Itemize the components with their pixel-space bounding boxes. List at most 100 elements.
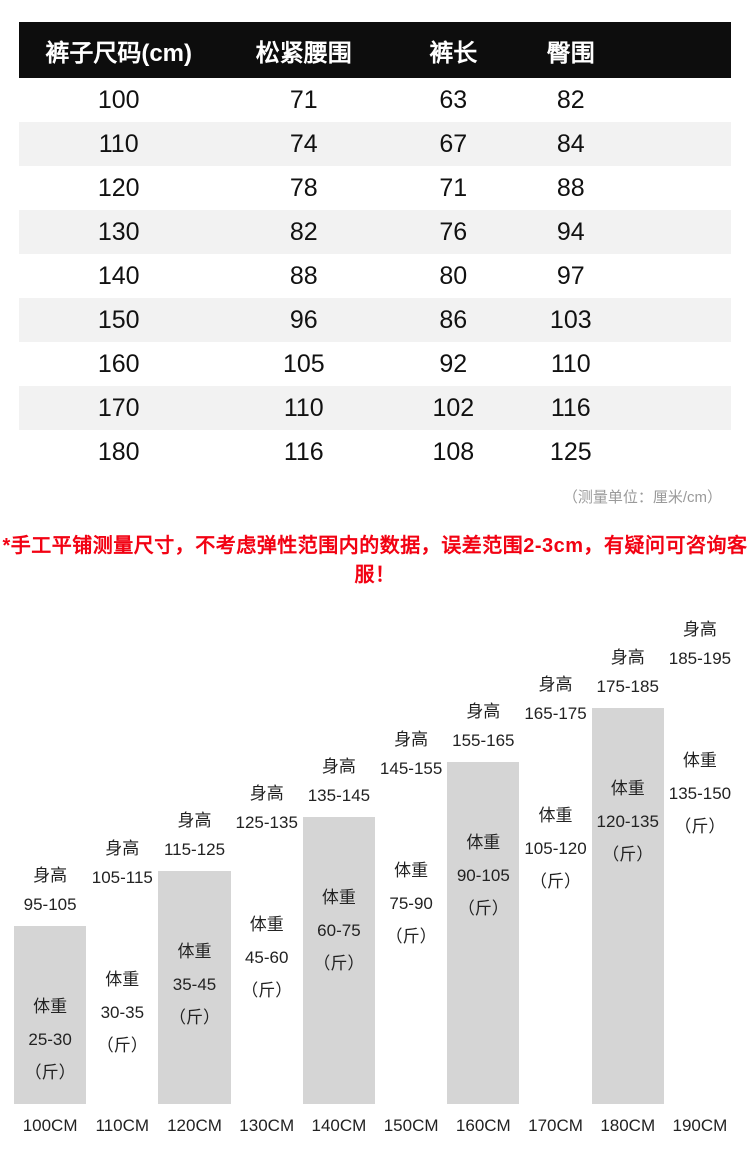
weight-range: 75-90 xyxy=(389,894,433,913)
spacer-cell xyxy=(624,122,731,166)
cell-length: 71 xyxy=(439,173,468,202)
table-row: 160 105 92 110 xyxy=(19,342,731,386)
cell-waist: 88 xyxy=(289,261,318,290)
spacer-cell xyxy=(624,298,731,342)
cell-waist: 105 xyxy=(282,349,325,378)
axis-label: 110CM xyxy=(95,1116,150,1135)
height-caption: 身高 xyxy=(466,702,501,721)
height-range: 185-195 xyxy=(668,649,732,668)
spacer-cell xyxy=(624,210,731,254)
table-row: 170 110 102 116 xyxy=(19,386,731,430)
weight-caption: 体重 xyxy=(466,833,501,852)
col-header-hip: 臀围 xyxy=(517,22,625,78)
height-label: 身高 145-155 xyxy=(380,725,442,783)
spacer-cell xyxy=(624,166,731,210)
weight-unit: （斤） xyxy=(24,1063,76,1082)
weight-unit: （斤） xyxy=(674,817,726,836)
table-row: 100 71 63 82 xyxy=(19,78,731,122)
height-caption: 身高 xyxy=(177,811,212,830)
col-header-spacer xyxy=(624,22,731,78)
axis-label: 160CM xyxy=(455,1116,511,1135)
weight-range: 120-135 xyxy=(596,812,659,831)
cell-size: 150 xyxy=(97,305,140,334)
height-range: 115-125 xyxy=(163,840,226,859)
cell-waist: 110 xyxy=(283,393,324,422)
weight-caption: 体重 xyxy=(682,751,717,770)
axis-label: 170CM xyxy=(528,1116,583,1135)
axis-label: 120CM xyxy=(167,1116,222,1135)
weight-range: 45-60 xyxy=(244,948,289,967)
axis-label: 180CM xyxy=(600,1116,656,1135)
chart-column-170cm: 身高 165-175 体重 105-120 （斤） 170CM xyxy=(519,670,591,1144)
height-range: 165-175 xyxy=(524,704,587,723)
warning-text: *手工平铺测量尺寸，不考虑弹性范围内的数据，误差范围2-3cm，有疑问可咨询客服… xyxy=(2,535,748,586)
bar: 体重 135-150 （斤） xyxy=(664,680,736,1104)
cell-hip: 84 xyxy=(556,129,585,158)
bar: 体重 120-135 （斤） xyxy=(591,708,664,1104)
size-table: 裤子尺码(cm) 松紧腰围 裤长 臀围 100 71 63 82 110 74 … xyxy=(19,22,731,474)
bar: 体重 45-60 （斤） xyxy=(231,844,303,1104)
height-label: 身高 115-125 xyxy=(164,806,225,864)
measure-unit-note: （测量单位：厘米/cm） xyxy=(562,489,722,506)
table-row: 110 74 67 84 xyxy=(19,122,731,166)
bar: 体重 60-75 （斤） xyxy=(302,817,376,1104)
height-label: 身高 125-135 xyxy=(236,779,298,837)
cell-hip: 88 xyxy=(556,173,585,202)
cell-waist: 74 xyxy=(289,129,318,158)
chart-column-160cm: 身高 155-165 体重 90-105 （斤） 160CM xyxy=(447,697,520,1144)
col-header-length: 裤长 xyxy=(389,22,518,78)
weight-unit: （斤） xyxy=(530,872,582,891)
weight-caption: 体重 xyxy=(249,915,284,934)
cell-waist: 82 xyxy=(289,217,318,246)
height-label: 身高 165-175 xyxy=(524,670,586,728)
weight-caption: 体重 xyxy=(538,806,573,825)
table-row: 120 78 71 88 xyxy=(19,166,731,210)
weight-unit: （斤） xyxy=(457,899,509,918)
cell-size: 170 xyxy=(97,393,140,422)
bar: 体重 105-120 （斤） xyxy=(519,735,591,1104)
bar: 体重 30-35 （斤） xyxy=(86,899,158,1104)
cell-hip: 94 xyxy=(556,217,585,246)
chart-column-150cm: 身高 145-155 体重 75-90 （斤） 150CM xyxy=(375,725,447,1144)
height-caption: 身高 xyxy=(682,620,717,639)
cell-length: 63 xyxy=(439,85,468,114)
weight-unit: （斤） xyxy=(602,845,654,864)
cell-length: 108 xyxy=(432,437,475,466)
cell-size: 180 xyxy=(97,437,140,466)
chart-column-100cm: 身高 95-105 体重 25-30 （斤） 100CM xyxy=(14,861,87,1144)
height-label: 身高 155-165 xyxy=(452,697,514,755)
chart-column-180cm: 身高 175-185 体重 120-135 （斤） 180CM xyxy=(591,643,664,1144)
height-caption: 身高 xyxy=(33,866,68,885)
height-range: 105-115 xyxy=(91,868,153,887)
chart-column-190cm: 身高 185-195 体重 135-150 （斤） 190CM xyxy=(664,615,736,1144)
cell-size: 160 xyxy=(97,349,140,378)
chart-column-130cm: 身高 125-135 体重 45-60 （斤） 130CM xyxy=(231,779,303,1144)
weight-unit: （斤） xyxy=(96,1036,148,1055)
axis-label: 130CM xyxy=(239,1116,295,1135)
cell-size: 140 xyxy=(97,261,140,290)
weight-caption: 体重 xyxy=(321,888,356,907)
weight-caption: 体重 xyxy=(394,861,429,880)
cell-hip: 125 xyxy=(549,437,592,466)
weight-range: 105-120 xyxy=(524,839,587,858)
cell-waist: 71 xyxy=(289,85,318,114)
cell-waist: 96 xyxy=(289,305,318,334)
height-label: 身高 105-115 xyxy=(92,834,153,892)
weight-unit: （斤） xyxy=(313,954,365,973)
height-range: 175-185 xyxy=(596,677,659,696)
height-caption: 身高 xyxy=(610,648,645,667)
height-caption: 身高 xyxy=(105,839,140,858)
col-header-size: 裤子尺码(cm) xyxy=(19,22,219,78)
weight-caption: 体重 xyxy=(610,779,645,798)
table-row: 130 82 76 94 xyxy=(19,210,731,254)
spacer-cell xyxy=(624,342,731,386)
cell-waist: 78 xyxy=(289,173,318,202)
cell-length: 67 xyxy=(439,129,468,158)
spacer-cell xyxy=(624,430,731,474)
cell-size: 130 xyxy=(97,217,140,246)
weight-unit: （斤） xyxy=(169,1008,220,1027)
height-label: 身高 95-105 xyxy=(24,861,77,919)
height-range: 155-165 xyxy=(452,731,515,750)
height-range: 135-145 xyxy=(307,786,371,805)
bar: 体重 75-90 （斤） xyxy=(375,790,447,1104)
